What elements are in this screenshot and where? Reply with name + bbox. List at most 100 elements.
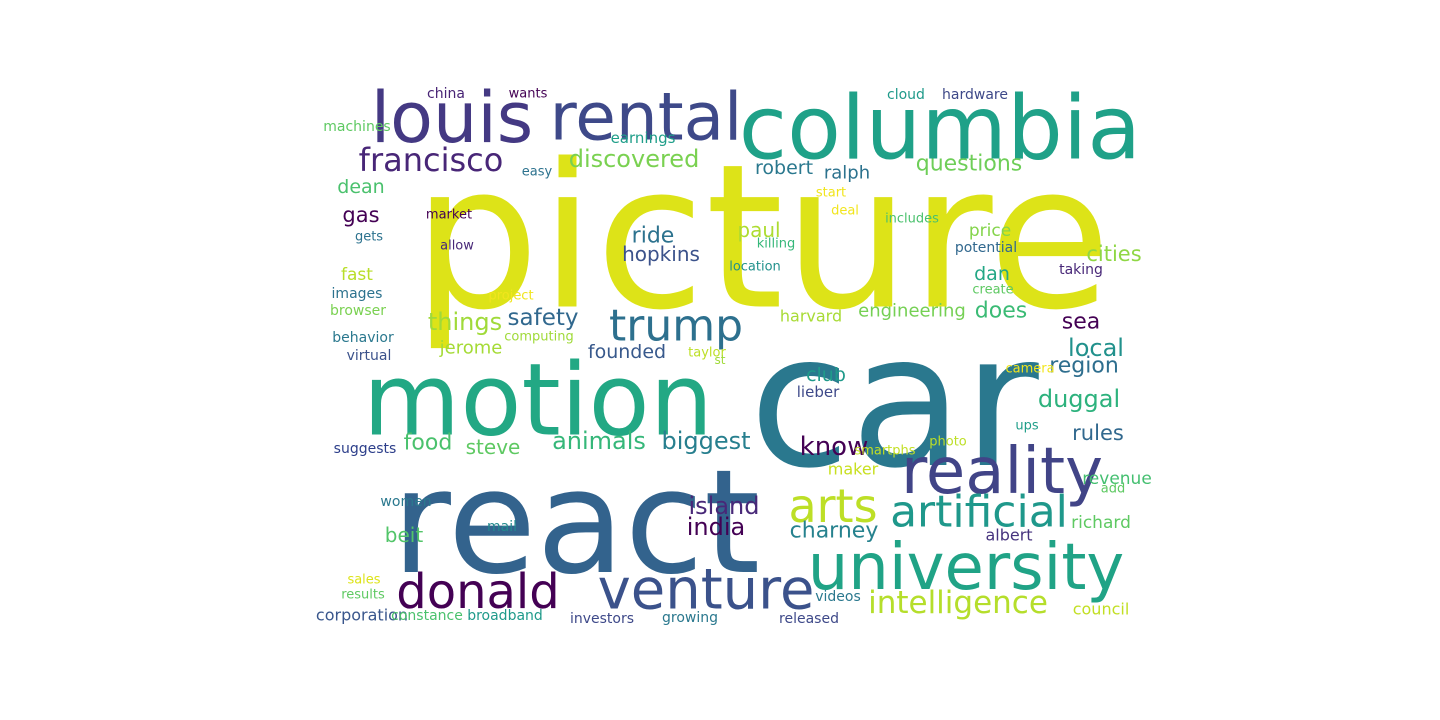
word-sea: sea (1062, 310, 1100, 335)
word-hardware: hardware (942, 87, 1008, 103)
word-ride: ride (632, 224, 675, 249)
word-ups: ups (1015, 419, 1038, 434)
word-arts: arts (788, 479, 877, 533)
word-steve: steve (466, 435, 521, 459)
word-hopkins: hopkins (622, 242, 700, 266)
word-trump: trump (609, 301, 743, 352)
word-location: location (729, 260, 781, 275)
word-allow: allow (440, 239, 474, 254)
word-intelligence: intelligence (868, 585, 1048, 621)
word-revenue: revenue (1082, 469, 1152, 489)
word-deal: deal (831, 204, 859, 219)
word-donald: donald (396, 564, 559, 620)
word-island: island (689, 492, 760, 520)
word-charney: charney (790, 519, 879, 544)
word-does: does (975, 299, 1027, 324)
word-browser: browser (330, 303, 386, 319)
word-club: club (806, 364, 846, 386)
word-council: council (1073, 600, 1130, 619)
word-picture: picture (413, 122, 1112, 355)
word-lieber: lieber (797, 383, 840, 401)
word-corporation: corporation (316, 606, 408, 625)
word-taylor: taylor (688, 346, 726, 361)
word-region: region (1049, 354, 1119, 379)
word-cities: cities (1086, 242, 1141, 266)
word-react: react (392, 438, 761, 606)
word-smartphs: smartphs (854, 444, 915, 459)
word-louis: louis (371, 77, 534, 159)
word-ralph: ralph (824, 163, 870, 184)
word-earnings: earnings (611, 129, 676, 147)
word-paul: paul (737, 218, 780, 242)
word-add: add (1101, 482, 1125, 497)
word-taking: taking (1059, 262, 1103, 278)
word-columbia: columbia (739, 77, 1141, 180)
word-easy: easy (522, 165, 553, 180)
word-maker: maker (828, 460, 879, 479)
word-harvard: harvard (780, 307, 842, 326)
word-dan: dan (974, 263, 1010, 285)
word-china: china (427, 86, 465, 102)
word-biggest: biggest (661, 427, 750, 455)
word-founded: founded (588, 341, 666, 363)
word-killing: killing (757, 237, 795, 252)
word-dean: dean (337, 176, 384, 198)
word-beit: beit (385, 523, 424, 547)
word-mail: mail (487, 519, 517, 535)
word-food: food (404, 431, 453, 456)
word-price: price (969, 221, 1011, 241)
word-rental: rental (550, 79, 743, 156)
word-safety: safety (508, 305, 579, 331)
word-robert: robert (755, 157, 813, 179)
word-cloud: cloud (887, 87, 925, 103)
word-wants: wants (509, 87, 548, 102)
word-car: car (749, 295, 1039, 509)
word-released: released (779, 611, 839, 627)
word-constance: constance (391, 608, 463, 624)
word-discovered: discovered (569, 145, 700, 173)
word-jerome: jerome (439, 338, 503, 359)
word-albert: albert (985, 526, 1032, 545)
word-investors: investors (570, 611, 634, 627)
word-videos: videos (815, 589, 861, 605)
word-virtual: virtual (347, 348, 392, 364)
word-growing: growing (662, 610, 718, 626)
word-questions: questions (916, 152, 1023, 177)
word-sales: sales (347, 573, 380, 588)
word-start: start (816, 186, 846, 201)
word-camera: camera (1005, 362, 1054, 377)
word-photo: photo (929, 435, 967, 450)
word-know: know (800, 432, 869, 462)
word-gas: gas (342, 203, 379, 227)
word-university: university (808, 531, 1125, 605)
word-motion: motion (363, 342, 713, 459)
word-includes: includes (885, 212, 939, 227)
word-venture: venture (598, 558, 815, 623)
word-broadband: broadband (467, 608, 543, 624)
word-local: local (1068, 334, 1124, 362)
word-suggests: suggests (334, 441, 397, 457)
word-artificial: artificial (890, 487, 1068, 538)
word-computing: computing (504, 330, 573, 345)
word-potential: potential (955, 240, 1017, 256)
word-richard: richard (1071, 513, 1131, 533)
word-project: project (488, 289, 533, 304)
word-gets: gets (355, 230, 383, 245)
word-behavior: behavior (332, 330, 394, 346)
word-animals: animals (552, 427, 646, 455)
word-machines: machines (323, 119, 390, 135)
word-images: images (332, 286, 383, 302)
word-create: create (972, 283, 1013, 298)
word-things: things (428, 308, 502, 336)
word-duggal: duggal (1038, 385, 1120, 413)
word-results: results (341, 588, 385, 603)
word-india: india (687, 513, 746, 541)
word-women: women (380, 494, 431, 510)
word-fast: fast (341, 265, 373, 285)
word-rules: rules (1072, 421, 1124, 445)
word-market: market (426, 208, 472, 223)
word-engineering: engineering (858, 301, 966, 322)
word-st: st (715, 353, 726, 367)
